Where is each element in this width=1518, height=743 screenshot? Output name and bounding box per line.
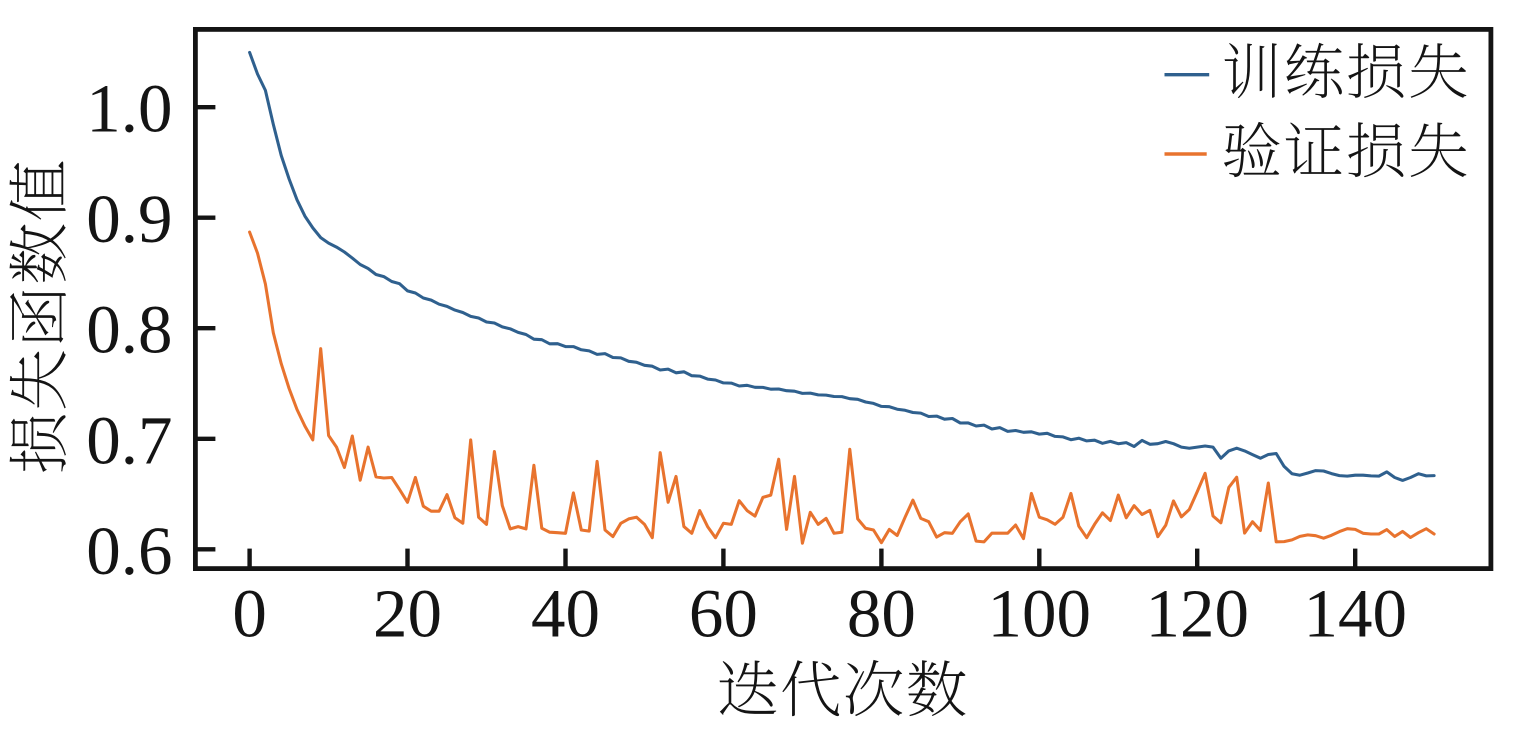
svg-text:40: 40: [531, 575, 600, 651]
svg-text:60: 60: [689, 575, 758, 651]
svg-text:1.0: 1.0: [86, 71, 172, 147]
svg-text:100: 100: [988, 575, 1092, 651]
svg-text:120: 120: [1145, 575, 1249, 651]
svg-text:0.6: 0.6: [86, 513, 172, 589]
svg-text:80: 80: [847, 575, 916, 651]
svg-text:0.9: 0.9: [86, 181, 172, 257]
svg-text:20: 20: [373, 575, 442, 651]
svg-text:0.8: 0.8: [86, 292, 172, 368]
svg-text:0: 0: [232, 575, 267, 651]
svg-text:0.7: 0.7: [86, 402, 172, 478]
svg-text:140: 140: [1303, 575, 1407, 651]
